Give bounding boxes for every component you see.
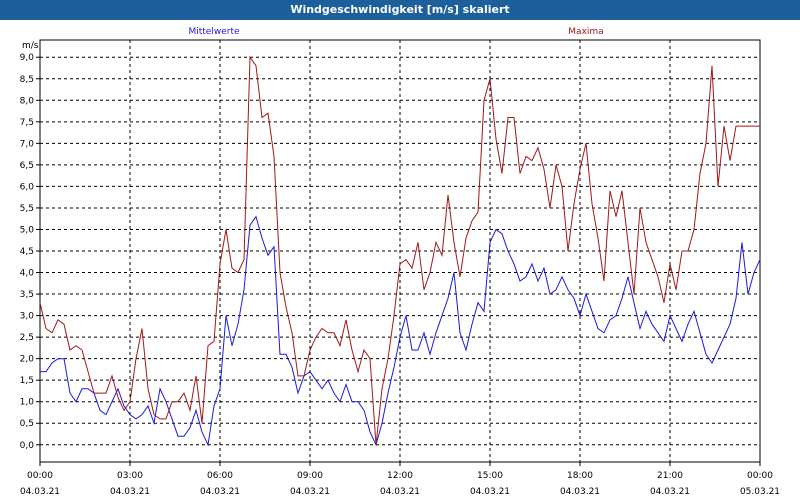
x-tick-date: 04.03.21 [380, 487, 420, 497]
plot-frame [39, 39, 761, 463]
grid-layer [40, 40, 760, 462]
y-tick-label: 2,0 [20, 355, 35, 365]
y-tick-label: 1,5 [20, 376, 34, 386]
x-tick-time: 15:00 [477, 471, 503, 481]
legend-label-mittelwerte: Mittelwerte [188, 27, 239, 37]
x-tick-date: 04.03.21 [290, 487, 330, 497]
wind-speed-chart: 0,0 0,5 1,0 1,5 2,0 2,5 3,0 3,5 4,0 4,5 5,0 5,5 6,0 6… [0, 20, 800, 500]
y-tick-label: 2,5 [20, 333, 34, 343]
y-tick-label: 1,0 [20, 398, 35, 408]
x-tick-date: 04.03.21 [110, 487, 150, 497]
y-axis-unit: m/s [22, 41, 39, 51]
y-tick-label: 5,0 [20, 225, 35, 235]
x-tick-date: 04.03.21 [560, 487, 600, 497]
x-tick-date: 05.03.21 [740, 487, 780, 497]
x-tick-date: 04.03.21 [470, 487, 510, 497]
y-tick-label: 0,5 [20, 419, 34, 429]
plot-background [0, 20, 800, 500]
y-tick-label: 9,0 [20, 53, 35, 63]
chart-title: Windgeschwindigkeit [m/s] skaliert [0, 0, 800, 20]
y-tick-label: 8,0 [20, 96, 35, 106]
x-tick-time: 18:00 [567, 471, 593, 481]
x-tick-time: 09:00 [297, 471, 323, 481]
y-tick-label: 6,5 [20, 161, 34, 171]
y-tick-label: 7,0 [20, 139, 35, 149]
series-line-mittelwerte [40, 215, 761, 447]
y-tick-label: 7,5 [20, 118, 34, 128]
legend-label-maxima: Maxima [568, 27, 603, 37]
x-tick-time: 03:00 [117, 471, 143, 481]
y-tick-label: 5,5 [20, 204, 34, 214]
x-tick-time: 21:00 [657, 471, 683, 481]
y-tick-label: 6,0 [20, 182, 35, 192]
label-layer: 0,0 0,5 1,0 1,5 2,0 2,5 3,0 3,5 4,0 4,5 5,0 5,5 6,0 6… [20, 27, 780, 497]
x-tick-time: 00:00 [27, 471, 53, 481]
x-tick-date: 04.03.21 [200, 487, 240, 497]
x-tick-time: 12:00 [387, 471, 413, 481]
series-line-maxima [39, 55, 760, 445]
x-tick-date: 04.03.21 [20, 487, 60, 497]
y-tick-label: 8,5 [20, 75, 34, 85]
y-tick-label: 3,0 [20, 312, 35, 322]
y-tick-label: 3,5 [20, 290, 34, 300]
series-layer [39, 55, 761, 447]
y-tick-label: 4,0 [20, 269, 35, 279]
axis-layer [36, 39, 761, 466]
x-tick-date: 04.03.21 [650, 487, 690, 497]
x-tick-time: 00:00 [747, 471, 773, 481]
y-tick-label: 4,5 [20, 247, 34, 257]
x-tick-time: 06:00 [207, 471, 233, 481]
y-tick-label: 0,0 [20, 441, 35, 451]
